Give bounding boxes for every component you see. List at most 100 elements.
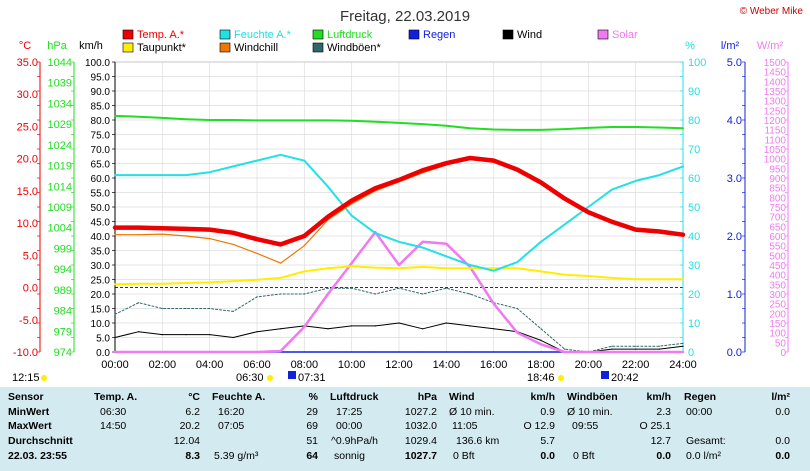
data-point — [516, 332, 518, 334]
humidity-current: 64 — [306, 450, 318, 462]
data-point — [422, 169, 424, 171]
data-point — [516, 351, 518, 353]
legend-label: Luftdruck — [327, 29, 373, 41]
data-point — [635, 126, 637, 128]
data-point — [327, 351, 329, 353]
tick-label-solar: 500 — [769, 251, 786, 262]
legend-label: Temp. A.* — [137, 29, 185, 41]
data-point — [587, 206, 589, 208]
pressure-current: 1027.7 — [404, 450, 437, 462]
tick-label-humidity: 60 — [688, 173, 700, 185]
data-point — [256, 160, 258, 162]
data-point — [209, 307, 211, 310]
data-point — [114, 174, 116, 176]
tick-label-solar: 1300 — [764, 97, 787, 108]
data-point — [445, 243, 447, 245]
tick-label-solar: 950 — [769, 164, 786, 175]
legend-swatch — [502, 29, 514, 40]
gusts-max-time: 09:55 — [572, 420, 599, 432]
data-point — [564, 351, 566, 353]
data-point — [658, 230, 660, 233]
tick-label-solar: 350 — [769, 280, 786, 291]
tick-label-wind: 70.0 — [91, 145, 111, 156]
data-point — [469, 325, 471, 327]
pressure-avg: 1029.4 — [404, 435, 437, 447]
data-point — [303, 160, 305, 162]
rain-rate: 0.0 l/m² — [686, 450, 722, 462]
data-point — [445, 287, 447, 289]
data-point — [445, 162, 447, 164]
data-point — [327, 328, 329, 330]
rain-current: 0.0 — [775, 450, 790, 462]
rain-min: 0.0 — [775, 406, 790, 418]
sunset-civil-label: 20:42 — [611, 372, 639, 384]
rain-total-label: Gesamt: — [686, 435, 726, 447]
legend-swatch — [219, 29, 231, 40]
data-point — [185, 307, 187, 310]
tick-label-humidity: 0 — [688, 347, 694, 359]
humidity-avg: 51 — [306, 435, 318, 447]
data-point — [635, 278, 637, 280]
data-point — [303, 270, 305, 272]
gusts-min: 2.3 — [656, 406, 671, 418]
data-point — [114, 283, 116, 285]
data-point — [280, 243, 282, 245]
pressure-max-time: 00:00 — [336, 420, 363, 432]
pressure-max: 1032.0 — [404, 420, 437, 432]
data-point — [516, 307, 518, 310]
tick-label-temp: 0.0 — [23, 283, 38, 295]
data-point — [469, 157, 471, 159]
data-point — [611, 277, 613, 279]
data-point — [280, 328, 282, 330]
data-point — [185, 282, 187, 284]
data-point — [493, 267, 495, 269]
tick-label-pressure: 1039 — [48, 78, 72, 90]
data-point — [374, 351, 376, 353]
sunrise-label: 07:31 — [298, 372, 326, 384]
data-point — [564, 274, 566, 276]
data-point — [232, 280, 234, 282]
data-point — [540, 181, 542, 184]
sunrise-icon — [288, 371, 296, 379]
tick-label-solar: 1150 — [764, 126, 786, 137]
humidity-unit: % — [308, 391, 318, 403]
sun-icon — [558, 375, 564, 381]
tick-label-wind: 55.0 — [91, 189, 111, 200]
data-point — [280, 119, 282, 121]
data-point — [327, 267, 329, 269]
tick-label-pressure: 1009 — [48, 202, 72, 214]
legend-label: Windböen* — [327, 42, 382, 54]
data-point — [138, 174, 140, 176]
data-point — [516, 129, 518, 131]
data-point — [422, 293, 424, 295]
data-point — [280, 350, 282, 352]
tick-label-humidity: 80 — [688, 115, 700, 127]
data-point — [232, 119, 234, 121]
data-point — [209, 238, 211, 240]
tick-label-temp: 15.0 — [17, 186, 38, 198]
data-point — [232, 351, 234, 353]
tick-label-solar: 250 — [769, 300, 786, 311]
rain-total: 0.0 — [775, 435, 790, 447]
data-point — [445, 267, 447, 269]
data-point — [469, 351, 471, 353]
data-point — [611, 126, 613, 128]
data-point — [138, 227, 140, 229]
data-point — [469, 127, 471, 129]
data-point — [374, 121, 376, 123]
data-point — [185, 228, 187, 230]
data-point — [114, 351, 116, 353]
time-tick-label: 18:00 — [527, 359, 555, 371]
data-point — [422, 247, 424, 249]
data-point — [398, 264, 400, 266]
data-point — [114, 234, 116, 236]
tick-label-wind: 25.0 — [91, 276, 111, 287]
wind-avg: 5.7 — [540, 435, 555, 447]
tick-label-solar: 1250 — [764, 106, 787, 117]
tick-label-wind: 90.0 — [91, 87, 111, 98]
tick-label-solar: 650 — [769, 222, 786, 233]
tick-label-temp: 30.0 — [17, 89, 38, 101]
data-point — [303, 245, 305, 247]
legend-swatch — [122, 29, 134, 40]
wind-current: 0.0 — [540, 450, 555, 462]
